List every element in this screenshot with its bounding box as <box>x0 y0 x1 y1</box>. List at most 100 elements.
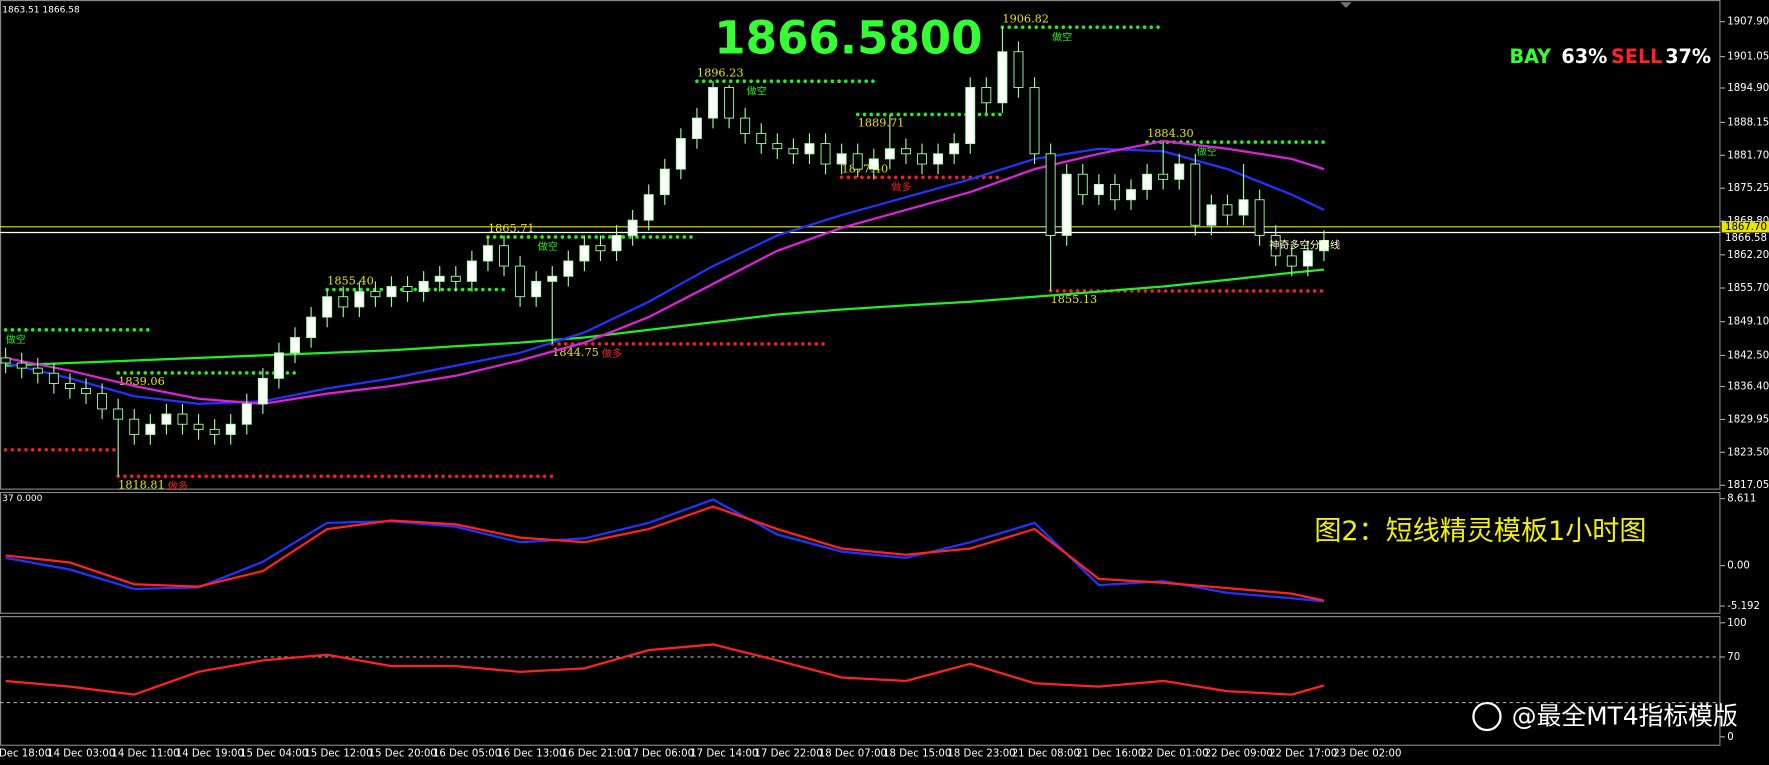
candle-body <box>997 51 1008 104</box>
candle-body <box>547 275 558 282</box>
candle-body <box>354 291 365 308</box>
candle-body <box>225 423 236 435</box>
ma-line <box>5 147 1325 405</box>
x-tick-label: 14 Dec 18:00 <box>0 749 51 760</box>
candle-body <box>1318 240 1329 252</box>
y-tick-label: 1842.50 <box>1727 350 1769 361</box>
candle-body <box>161 413 172 425</box>
x-tick-label: 18 Dec 23:00 <box>947 749 1015 760</box>
candle-body <box>788 148 799 155</box>
macd-panel-border <box>0 491 1721 614</box>
y-tick-label: 8.611 <box>1727 494 1756 505</box>
candle-body <box>290 337 300 354</box>
candle-body <box>900 148 911 155</box>
y-tick-label: -5.192 <box>1727 601 1760 612</box>
y-tick-label: 1855.70 <box>1727 283 1769 294</box>
x-tick-label: 16 Dec 05:00 <box>433 749 501 760</box>
y-tick-label: 70 <box>1727 652 1740 663</box>
y-tick-label: 1829.95 <box>1727 414 1769 425</box>
y-tick-label: 1823.50 <box>1727 447 1769 458</box>
candle-body <box>32 367 43 374</box>
sell-pct: 37% <box>1665 45 1711 68</box>
x-tick-label: 17 Dec 22:00 <box>755 749 823 760</box>
candle-body <box>386 286 397 298</box>
level-note: 做空 <box>747 84 767 97</box>
candle-body <box>1013 51 1024 88</box>
y-tick-label: 1817.05 <box>1727 480 1769 491</box>
candle-body <box>1142 173 1153 190</box>
candle-body <box>0 357 11 364</box>
x-tick-label: 15 Dec 12:00 <box>304 749 372 760</box>
candle-body <box>627 219 638 236</box>
candle-body <box>1286 255 1297 267</box>
macd-header: 37 0.000 <box>2 494 42 504</box>
candle-body <box>884 148 895 160</box>
level-note: 做空 <box>538 240 558 253</box>
candle-body <box>209 428 220 435</box>
candle-body <box>113 408 124 420</box>
candle-body <box>1270 235 1281 257</box>
candle-body <box>708 87 718 119</box>
candle-body <box>1109 183 1120 201</box>
level-note: 做空 <box>6 333 26 346</box>
level-label: 1889.71 <box>858 116 905 129</box>
current-price: 1866.5800 <box>714 12 982 65</box>
indicator-line <box>5 498 1325 603</box>
candle-body <box>917 153 927 165</box>
ma-line <box>5 139 1325 405</box>
candle-body <box>193 423 204 430</box>
candle-body <box>1077 173 1088 196</box>
candle-body <box>1174 163 1185 180</box>
y-tick-label: 1849.10 <box>1727 317 1769 328</box>
buy-pct: 63% <box>1561 45 1607 68</box>
x-tick-label: 15 Dec 04:00 <box>240 749 308 760</box>
price-header: 1863.51 1866.58 <box>2 6 80 16</box>
x-tick-label: 23 Dec 02:00 <box>1333 749 1401 760</box>
level-note: 做空 <box>1197 145 1217 158</box>
x-tick-label: 14 Dec 03:00 <box>47 749 115 760</box>
watermark: @最全MT4指标模版 <box>1512 702 1738 731</box>
x-tick-label: 15 Dec 20:00 <box>369 749 437 760</box>
candle-body <box>740 117 751 134</box>
candle-body <box>129 418 140 435</box>
level-label: 1839.06 <box>118 375 165 388</box>
candle-body <box>48 372 59 384</box>
candle-body <box>1206 204 1217 226</box>
candle-body <box>949 143 960 155</box>
candle-body <box>965 87 976 145</box>
candle-body <box>563 260 574 277</box>
candle-body <box>338 296 349 308</box>
annotation: 神奇多空分界线 <box>1269 239 1340 252</box>
candle-body <box>1126 189 1136 201</box>
candle-body <box>772 143 783 150</box>
candle-body <box>64 382 75 389</box>
candle-body <box>450 275 461 282</box>
ma-line <box>5 268 1325 367</box>
candle-body <box>579 245 590 262</box>
candle-body <box>322 296 333 318</box>
level-note: 做多 <box>602 347 622 360</box>
candle-body <box>466 260 477 282</box>
level-label: 1877.40 <box>842 162 889 175</box>
level-label: 1865.71 <box>488 222 535 235</box>
candle-body <box>675 138 686 170</box>
candle-body <box>756 132 767 145</box>
level-note: 做空 <box>1052 30 1072 43</box>
candle-body <box>515 265 526 298</box>
y-tick-label: 1836.40 <box>1727 382 1769 393</box>
candle-body <box>1093 183 1104 196</box>
x-tick-label: 17 Dec 06:00 <box>626 749 694 760</box>
candle-body <box>933 153 944 165</box>
candle-body <box>1061 173 1072 236</box>
candle-body <box>273 352 284 379</box>
candle-body <box>724 87 735 119</box>
level-note: 做多 <box>891 180 911 193</box>
candle-body <box>836 153 847 165</box>
candle-body <box>1029 87 1040 155</box>
level-label: 1844.75 <box>552 346 599 359</box>
candle-body <box>418 280 429 293</box>
candle-body <box>852 153 863 170</box>
sell-label: SELL <box>1611 45 1662 68</box>
candle-body <box>868 158 879 170</box>
